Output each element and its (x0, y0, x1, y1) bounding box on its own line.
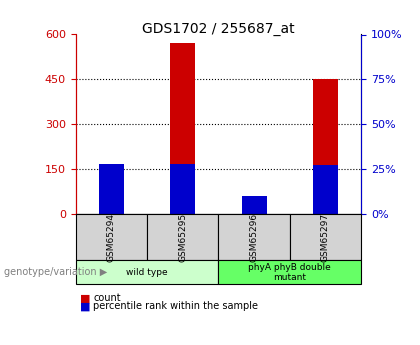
Text: GSM65297: GSM65297 (321, 213, 330, 262)
Text: count: count (93, 294, 121, 303)
Text: wild type: wild type (126, 268, 168, 277)
Bar (241, 196, 267, 214)
Text: GDS1702 / 255687_at: GDS1702 / 255687_at (142, 22, 295, 37)
Bar (313, 166, 338, 214)
Text: ■: ■ (80, 302, 90, 311)
Text: phyA phyB double
mutant: phyA phyB double mutant (248, 263, 331, 282)
Bar (170, 43, 195, 214)
Text: ■: ■ (80, 294, 90, 303)
Text: percentile rank within the sample: percentile rank within the sample (93, 302, 258, 311)
Bar (99, 164, 124, 214)
Bar (241, 213, 267, 214)
Text: genotype/variation ▶: genotype/variation ▶ (4, 267, 108, 277)
Bar (99, 211, 124, 214)
Bar (313, 79, 338, 214)
Text: GSM65294: GSM65294 (107, 213, 116, 262)
Text: GSM65296: GSM65296 (249, 213, 259, 262)
Bar (170, 164, 195, 214)
Text: GSM65295: GSM65295 (178, 213, 187, 262)
